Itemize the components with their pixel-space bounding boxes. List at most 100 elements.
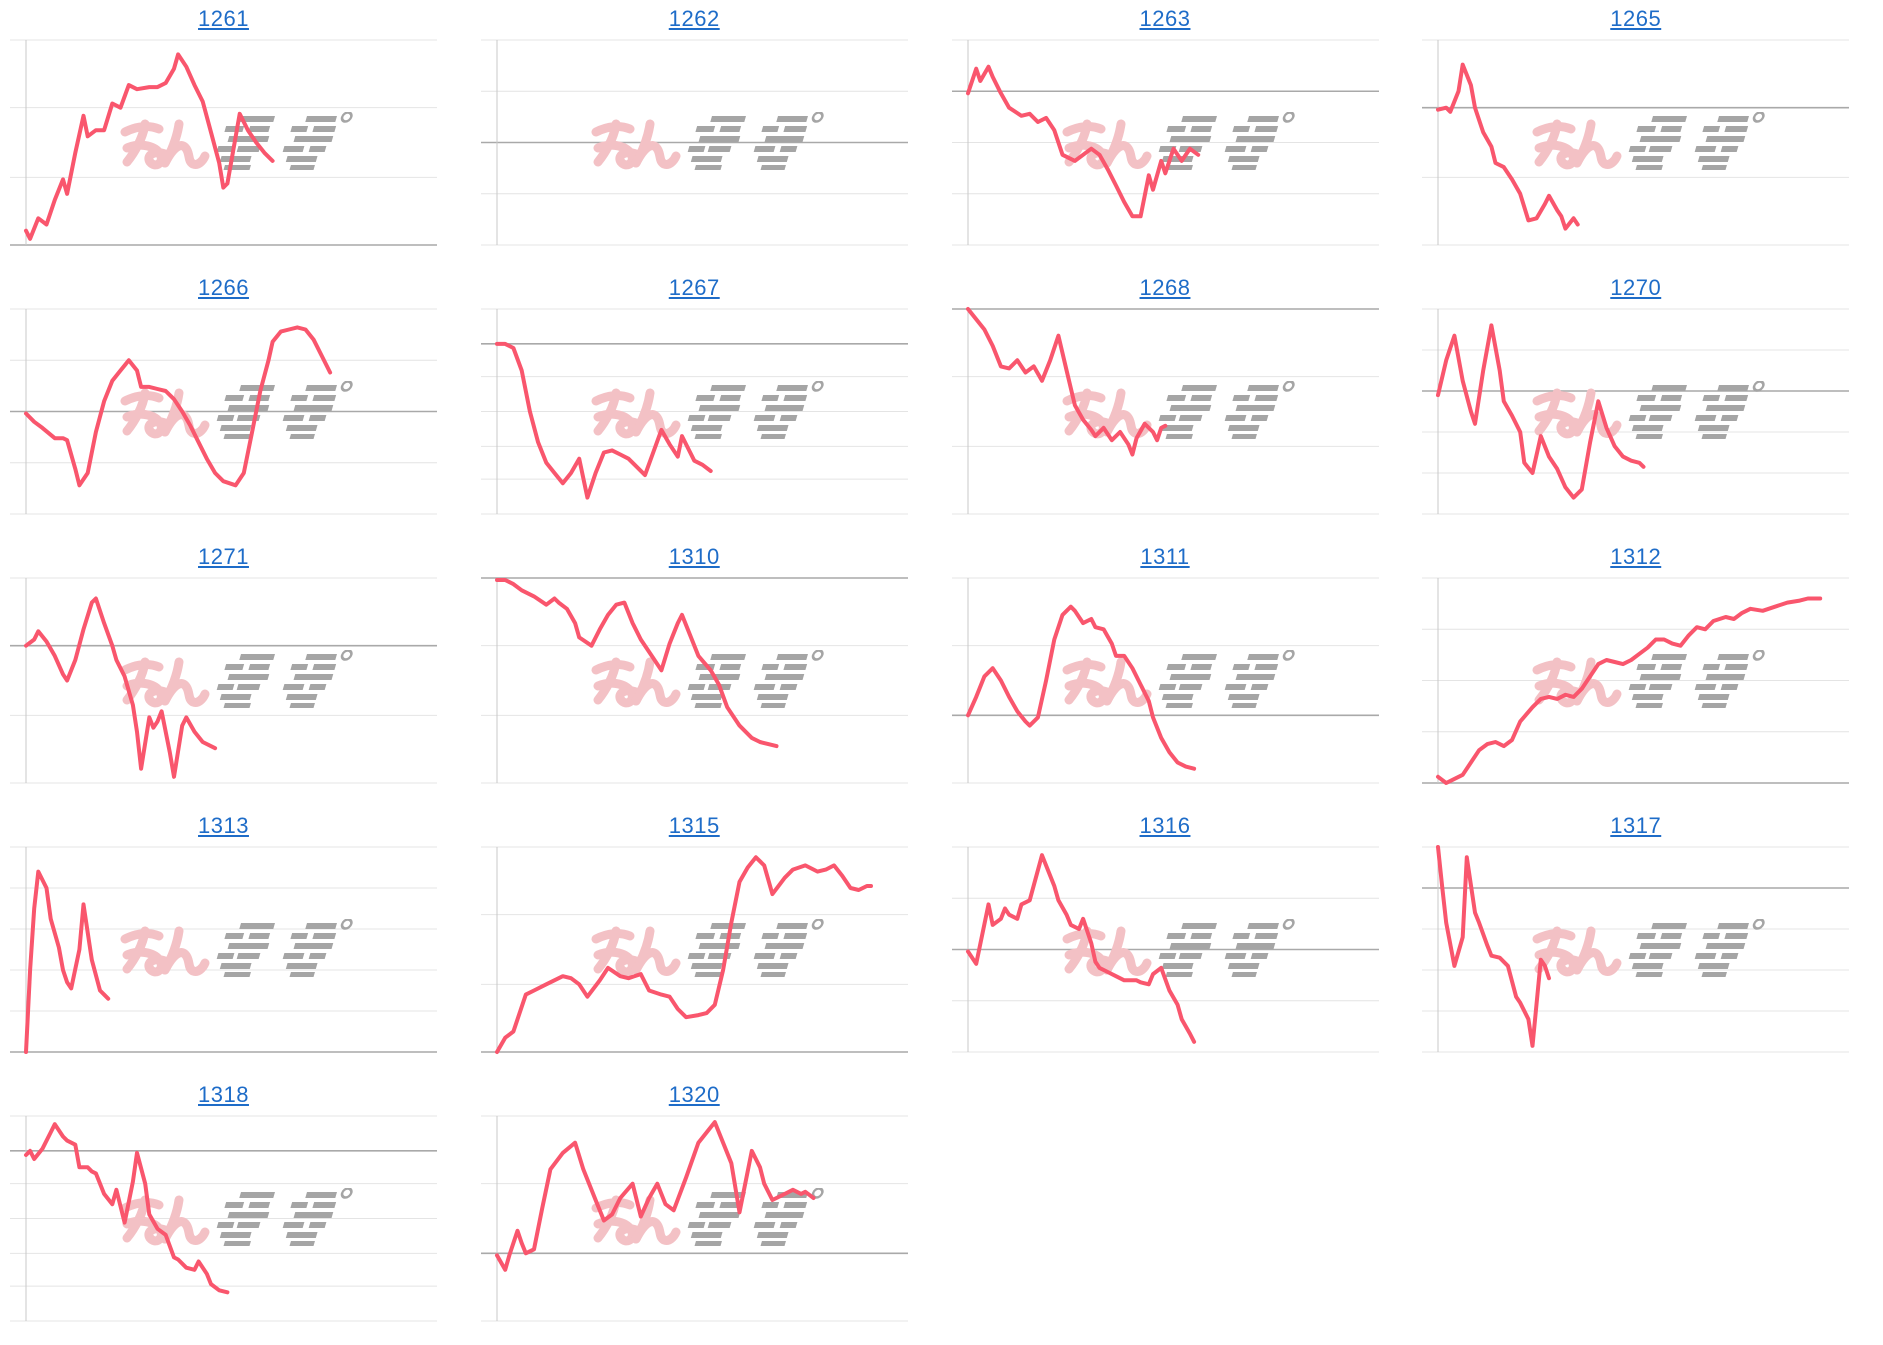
chart-title-row: 1315 bbox=[481, 813, 908, 845]
price-line bbox=[24, 596, 218, 779]
price-line bbox=[494, 578, 779, 749]
chart-title-row: 1262 bbox=[481, 6, 908, 38]
chart-title-link[interactable]: 1313 bbox=[198, 813, 249, 838]
chart-title-row: 1263 bbox=[952, 6, 1379, 38]
chart-plot bbox=[10, 308, 437, 515]
sparkline-chart bbox=[1422, 577, 1850, 785]
chart-cell: 1267 bbox=[471, 269, 942, 538]
chart-title-row: 1316 bbox=[952, 813, 1379, 845]
price-line bbox=[1436, 323, 1646, 500]
chart-title-row: 1313 bbox=[10, 813, 437, 845]
chart-plot bbox=[10, 39, 437, 246]
chart-cell: 1266 bbox=[0, 269, 471, 538]
chart-cell: 1263 bbox=[942, 0, 1413, 269]
chart-cell: 1310 bbox=[471, 538, 942, 807]
price-line bbox=[24, 325, 333, 488]
minkabu-watermark-icon bbox=[596, 920, 824, 978]
chart-title-link[interactable]: 1317 bbox=[1610, 813, 1662, 838]
chart-title-row: 1317 bbox=[1422, 813, 1849, 845]
chart-cell: 1311 bbox=[942, 538, 1413, 807]
price-line bbox=[965, 64, 1200, 219]
price-line bbox=[494, 341, 713, 500]
price-line bbox=[965, 853, 1196, 1044]
minkabu-watermark-icon bbox=[125, 1189, 353, 1247]
minkabu-watermark-icon bbox=[1067, 651, 1295, 709]
chart-title-row: 1265 bbox=[1422, 6, 1849, 38]
chart-plot bbox=[480, 1115, 908, 1322]
chart-cell: 1320 bbox=[471, 1076, 942, 1345]
chart-plot bbox=[1422, 308, 1850, 515]
chart-title-link[interactable]: 1310 bbox=[668, 544, 720, 569]
minkabu-watermark-icon bbox=[1537, 651, 1765, 709]
sparkline-chart bbox=[10, 1115, 437, 1322]
price-line bbox=[1436, 596, 1823, 785]
chart-title-link[interactable]: 1267 bbox=[668, 275, 720, 300]
sparkline-chart bbox=[951, 307, 1379, 515]
sparkline-chart bbox=[10, 39, 437, 246]
sparkline-chart bbox=[10, 846, 437, 1054]
chart-title-link[interactable]: 1311 bbox=[1140, 544, 1190, 569]
sparkline-chart bbox=[951, 846, 1379, 1053]
price-line bbox=[24, 869, 111, 1054]
chart-title-link[interactable]: 1262 bbox=[668, 6, 720, 31]
sparkline-chart bbox=[1422, 308, 1850, 515]
minkabu-watermark-icon bbox=[125, 651, 353, 709]
chart-plot bbox=[480, 577, 908, 784]
sparkline-chart bbox=[10, 308, 437, 515]
chart-title-row: 1266 bbox=[10, 275, 437, 307]
chart-cell: 1268 bbox=[942, 269, 1413, 538]
chart-title-link[interactable]: 1315 bbox=[668, 813, 720, 838]
chart-title-row: 1318 bbox=[10, 1082, 437, 1114]
chart-title-link[interactable]: 1265 bbox=[1610, 6, 1662, 31]
minkabu-watermark-icon bbox=[1537, 920, 1765, 978]
minkabu-watermark-icon bbox=[125, 920, 353, 978]
price-line bbox=[24, 52, 275, 241]
chart-plot bbox=[951, 846, 1379, 1053]
chart-cell: 1265 bbox=[1412, 0, 1883, 269]
sparkline-chart bbox=[951, 577, 1379, 784]
price-line bbox=[965, 307, 1167, 457]
chart-title-link[interactable]: 1263 bbox=[1139, 6, 1191, 31]
price-line bbox=[1436, 845, 1552, 1048]
chart-title-link[interactable]: 1268 bbox=[1139, 275, 1191, 300]
chart-plot bbox=[951, 307, 1379, 515]
chart-plot bbox=[10, 846, 437, 1054]
chart-title-link[interactable]: 1270 bbox=[1610, 275, 1662, 300]
chart-title-row: 1270 bbox=[1422, 275, 1849, 307]
chart-title-link[interactable]: 1320 bbox=[668, 1082, 720, 1107]
chart-title-row: 1310 bbox=[481, 544, 908, 576]
chart-title-link[interactable]: 1316 bbox=[1139, 813, 1191, 838]
minkabu-watermark-icon bbox=[596, 382, 824, 440]
chart-cell: 1262 bbox=[471, 0, 942, 269]
sparkline-chart bbox=[480, 1115, 908, 1322]
chart-title-link[interactable]: 1312 bbox=[1610, 544, 1662, 569]
price-line bbox=[494, 855, 873, 1054]
chart-title-row: 1261 bbox=[10, 6, 437, 38]
chart-title-row: 1311 bbox=[952, 544, 1379, 576]
chart-plot bbox=[951, 577, 1379, 784]
chart-cell: 1261 bbox=[0, 0, 471, 269]
chart-plot bbox=[1422, 39, 1850, 246]
chart-plot bbox=[1422, 845, 1850, 1053]
chart-title-link[interactable]: 1318 bbox=[198, 1082, 249, 1107]
chart-title-link[interactable]: 1261 bbox=[198, 6, 249, 31]
chart-plot bbox=[480, 846, 908, 1054]
sparkline-chart bbox=[480, 308, 908, 515]
chart-title-row: 1268 bbox=[952, 275, 1379, 307]
chart-plot bbox=[951, 39, 1379, 246]
chart-title-link[interactable]: 1271 bbox=[198, 544, 249, 569]
chart-cell: 1271 bbox=[0, 538, 471, 807]
chart-cell: 1313 bbox=[0, 807, 471, 1076]
sparkline-chart bbox=[480, 846, 908, 1054]
chart-cell: 1312 bbox=[1412, 538, 1883, 807]
sparkline-chart bbox=[480, 577, 908, 784]
minkabu-watermark-icon bbox=[1537, 113, 1765, 171]
sparkline-chart bbox=[10, 577, 437, 784]
chart-plot bbox=[1422, 577, 1850, 785]
price-line bbox=[965, 604, 1196, 771]
chart-title-link[interactable]: 1266 bbox=[198, 275, 249, 300]
chart-title-row: 1320 bbox=[481, 1082, 908, 1114]
chart-title-row: 1271 bbox=[10, 544, 437, 576]
chart-title-row: 1312 bbox=[1422, 544, 1849, 576]
